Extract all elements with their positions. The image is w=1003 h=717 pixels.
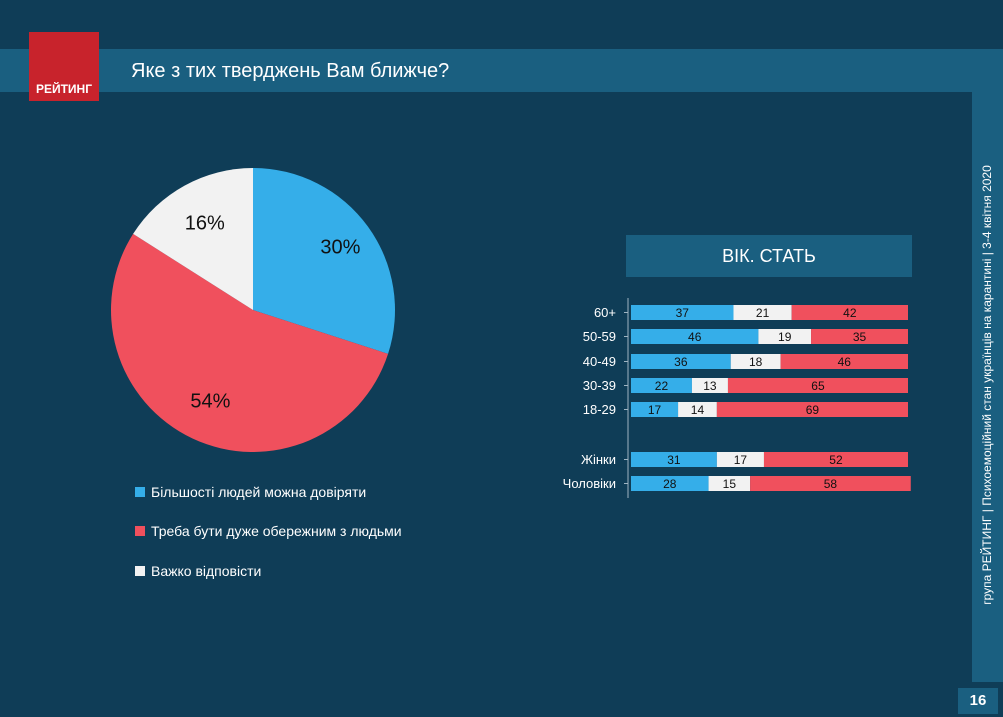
- bar-value-label: 22: [655, 379, 669, 393]
- bar-segment: [631, 402, 679, 417]
- bar-segment: [716, 402, 908, 417]
- bar-segment: [678, 402, 717, 417]
- bar-segment: [733, 305, 792, 320]
- bar-value-label: 15: [723, 477, 737, 491]
- bar-value-label: 65: [811, 379, 825, 393]
- pie-slice: [133, 168, 253, 310]
- bar-value-label: 35: [853, 330, 867, 344]
- bar-segment: [631, 305, 734, 320]
- bar-segment: [631, 329, 759, 344]
- bar-segment: [631, 354, 731, 369]
- bar-value-label: 31: [667, 453, 681, 467]
- bar-category-label: 50-59: [583, 329, 616, 344]
- bar-value-label: 36: [674, 355, 688, 369]
- bar-value-label: 42: [843, 306, 857, 320]
- bar-category-label: 60+: [594, 305, 616, 320]
- side-band: [972, 92, 1003, 682]
- bar-category-label: 30-39: [583, 378, 616, 393]
- bar-segment: [708, 476, 751, 491]
- bar-value-label: 69: [806, 403, 820, 417]
- legend-swatch-white: [135, 566, 145, 576]
- bar-value-label: 17: [734, 453, 748, 467]
- bar-category-label: Чоловіки: [563, 476, 616, 491]
- legend-label: Треба бути дуже обережним з людьми: [151, 523, 402, 539]
- rating-logo: РЕЙТИНГ: [29, 32, 99, 101]
- bar-value-label: 58: [824, 477, 838, 491]
- bar-category-label: 40-49: [583, 354, 616, 369]
- bar-value-label: 37: [676, 306, 690, 320]
- bar-segment: [780, 354, 908, 369]
- bar-segment: [716, 452, 764, 467]
- legend-swatch-red: [135, 526, 145, 536]
- bar-value-label: 46: [688, 330, 702, 344]
- title-bar: [0, 49, 1003, 92]
- bar-value-label: 21: [756, 306, 770, 320]
- bar-value-label: 14: [691, 403, 705, 417]
- bar-segment: [791, 305, 908, 320]
- bar-chart-title: ВІК. СТАТЬ: [626, 235, 912, 277]
- bar-value-label: 18: [749, 355, 763, 369]
- bar-value-label: 52: [829, 453, 843, 467]
- bar-value-label: 19: [778, 330, 792, 344]
- page-number: 16: [958, 688, 998, 714]
- bar-segment: [811, 329, 908, 344]
- bar-value-label: 17: [648, 403, 662, 417]
- bar-value-label: 13: [703, 379, 717, 393]
- bar-segment: [631, 476, 709, 491]
- bar-value-label: 46: [838, 355, 852, 369]
- slide-title: Яке з тих тверджень Вам ближче?: [131, 60, 450, 82]
- bar-value-label: 28: [663, 477, 677, 491]
- bar-category-label: Жінки: [581, 452, 616, 467]
- logo-text: РЕЙТИНГ: [35, 82, 93, 96]
- pie-slice-label: 30%: [320, 237, 360, 259]
- bar-segment: [758, 329, 812, 344]
- bar-segment: [691, 378, 728, 393]
- legend-swatch-blue: [135, 487, 145, 497]
- bar-segment: [631, 378, 692, 393]
- bar-segment: [763, 452, 908, 467]
- pie-slice-label: 16%: [185, 212, 225, 234]
- legend-label: Важко відповісти: [151, 563, 262, 579]
- pie-slice: [253, 168, 395, 354]
- bar-category-label: 18-29: [583, 402, 616, 417]
- bar-segment: [727, 378, 908, 393]
- legend-label: Більшості людей можна довіряти: [151, 484, 367, 500]
- pie-slice: [110, 233, 389, 452]
- bar-segment: [750, 476, 911, 491]
- bar-segment: [730, 354, 781, 369]
- pie-slice-label: 54%: [190, 390, 230, 412]
- bar-segment: [631, 452, 717, 467]
